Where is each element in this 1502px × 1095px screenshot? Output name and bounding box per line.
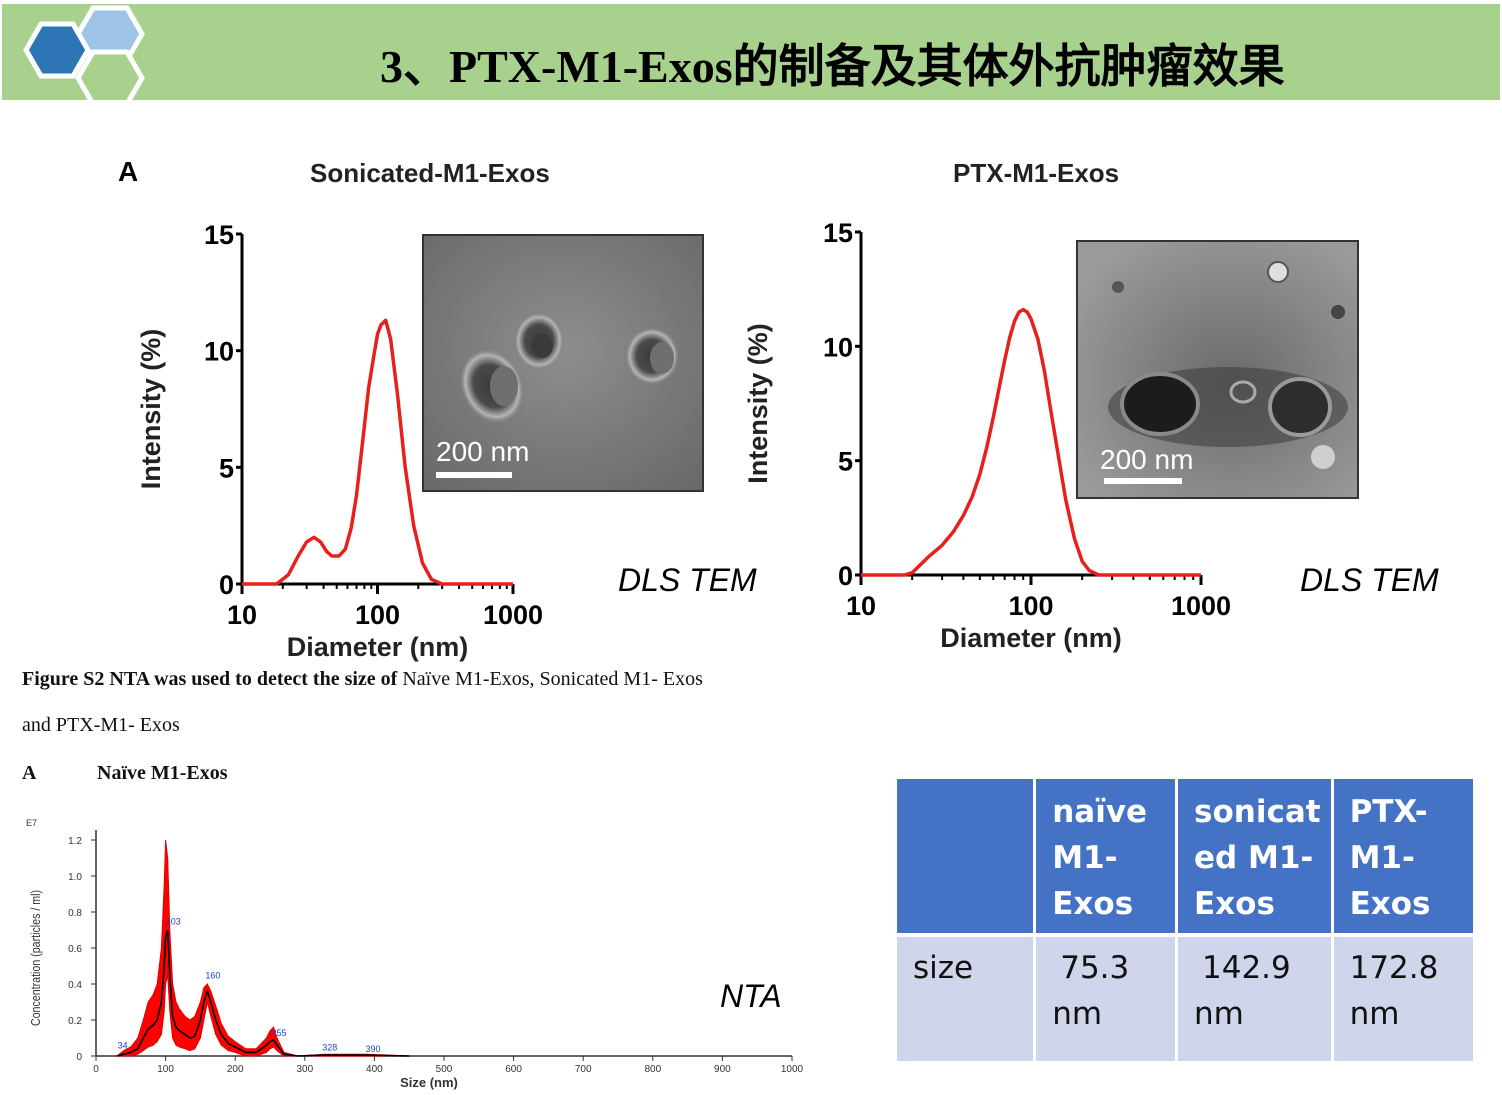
nta-peak-label: 34 xyxy=(118,1041,128,1051)
caption-normal: Naïve M1-Exos, Sonicated M1- Exos xyxy=(397,668,703,690)
nta-x-tick-label: 300 xyxy=(296,1064,313,1075)
size-row-label: size xyxy=(897,935,1037,1061)
nta-x-axis-label: Size (nm) xyxy=(400,1075,458,1090)
tem-image-ptx: 200 nm xyxy=(1076,240,1359,499)
nta-error-band xyxy=(115,839,410,1057)
size-value-ptx: 172.8 nm xyxy=(1332,935,1473,1061)
tem-scale-label-left: 200 nm xyxy=(436,436,530,467)
nta-peak-label: 160 xyxy=(205,970,220,980)
size-table-header-row: naïve M1- Exos sonicat ed M1- Exos PTX- … xyxy=(897,779,1473,937)
size-value-sonicated: 142.9 nm xyxy=(1176,935,1334,1061)
size-table-header-ptx: PTX- M1- Exos xyxy=(1332,779,1473,937)
method-label-right: DLS TEM xyxy=(1300,562,1439,598)
y-tick-label: 15 xyxy=(204,220,234,250)
nta-x-tick-label: 400 xyxy=(366,1064,383,1075)
slide-title: 3、PTX-M1-Exos的制备及其体外抗肿瘤效果 xyxy=(380,41,1285,92)
y-tick-label: 10 xyxy=(823,332,853,362)
nta-x-tick-label: 700 xyxy=(575,1064,592,1075)
nta-y-tick-label: 0.6 xyxy=(68,944,82,955)
size-table-header-naive: naïve M1- Exos xyxy=(1034,779,1178,937)
hexagon-logo-icon xyxy=(23,5,145,100)
nta-y-tick-label: 0.2 xyxy=(68,1016,82,1027)
dls-left-chart: 0 5 10 15 10 100 1000 Diameter (nm) Intensity (%… xyxy=(136,220,543,662)
x-axis-label: Diameter (nm) xyxy=(287,632,469,662)
nta-y-tick-label: 0 xyxy=(76,1052,82,1063)
nta-chart: E7 0 0.2 0.4 0.6 0.8 1.0 1.2 0 100 200 300 400 500 600… xyxy=(26,818,804,1090)
y-tick-label: 0 xyxy=(219,570,234,600)
size-table-header-empty xyxy=(897,779,1037,937)
figure-caption-line1: Figure S2 NTA was used to detect the siz… xyxy=(22,668,703,691)
nta-peak-label: 103 xyxy=(166,916,181,926)
x-tick-label: 10 xyxy=(227,600,257,630)
y-axis-label: Intensity (%) xyxy=(136,329,166,490)
x-axis-label: Diameter (nm) xyxy=(940,623,1122,653)
nta-title: Naïve M1-Exos xyxy=(97,762,228,784)
dls-right-title: PTX-M1-Exos xyxy=(953,158,1120,188)
nta-x-tick-label: 1000 xyxy=(781,1064,804,1075)
table-row: size 75.3 nm 142.9 nm 172.8 nm xyxy=(897,935,1473,1061)
nta-x-tick-label: 0 xyxy=(93,1064,99,1075)
nta-y-tick-label: 0.8 xyxy=(68,908,82,919)
nta-x-tick-label: 500 xyxy=(436,1064,453,1075)
nta-y-tick-label: 1.0 xyxy=(68,872,82,883)
nta-x-tick-label: 600 xyxy=(505,1064,522,1075)
nta-panel-letter: A xyxy=(22,762,37,784)
nta-peak-label: 255 xyxy=(271,1028,286,1038)
tem-scale-label-right: 200 nm xyxy=(1100,444,1194,475)
nta-x-tick-label: 100 xyxy=(157,1064,174,1075)
method-label-left: DLS TEM xyxy=(618,562,757,598)
nta-exponent-label: E7 xyxy=(26,818,37,828)
method-label-nta: NTA xyxy=(720,978,782,1014)
panel-letter: A xyxy=(118,156,139,187)
header-bar xyxy=(2,4,1500,100)
nta-peak-label: 328 xyxy=(322,1042,337,1052)
y-tick-label: 5 xyxy=(838,447,853,477)
caption-bold: Figure S2 NTA was used to detect the siz… xyxy=(22,668,398,690)
tem-scale-bar-right xyxy=(1104,478,1182,484)
y-tick-label: 0 xyxy=(838,561,853,591)
nta-y-tick-label: 1.2 xyxy=(68,836,82,847)
y-tick-label: 10 xyxy=(204,337,234,367)
nta-peak-label: 390 xyxy=(365,1044,380,1054)
y-tick-label: 5 xyxy=(219,453,234,483)
nta-x-tick-label: 800 xyxy=(644,1064,661,1075)
size-table: naïve M1- Exos sonicat ed M1- Exos PTX- … xyxy=(897,779,1473,1061)
dls-right-chart: 0 5 10 15 10 100 1000 Diameter (nm) Intensity (%… xyxy=(745,218,1231,653)
size-value-naive: 75.3 nm xyxy=(1034,935,1178,1061)
nta-x-tick-label: 900 xyxy=(714,1064,731,1075)
size-table-header-sonicated: sonicat ed M1- Exos xyxy=(1176,779,1334,937)
nta-x-tick-label: 200 xyxy=(227,1064,244,1075)
y-axis-label: Intensity (%) xyxy=(745,323,773,484)
x-tick-label: 10 xyxy=(846,591,876,621)
tem-scale-bar-left xyxy=(436,472,512,478)
dls-left-title: Sonicated-M1-Exos xyxy=(310,158,550,188)
tem-image-sonicated: 200 nm xyxy=(422,234,704,492)
series-line xyxy=(861,307,1201,577)
nta-y-axis-label: Concentration (particles / ml) xyxy=(28,890,43,1026)
x-tick-label: 1000 xyxy=(1171,591,1231,621)
x-tick-label: 100 xyxy=(355,600,400,630)
y-tick-label: 15 xyxy=(823,218,853,248)
series-line xyxy=(242,318,513,586)
x-tick-label: 100 xyxy=(1008,591,1053,621)
x-tick-label: 1000 xyxy=(483,600,543,630)
nta-y-tick-label: 0.4 xyxy=(68,980,82,991)
nta-mean-line xyxy=(116,929,410,1057)
figure-caption-line2: and PTX-M1- Exos xyxy=(22,714,180,736)
